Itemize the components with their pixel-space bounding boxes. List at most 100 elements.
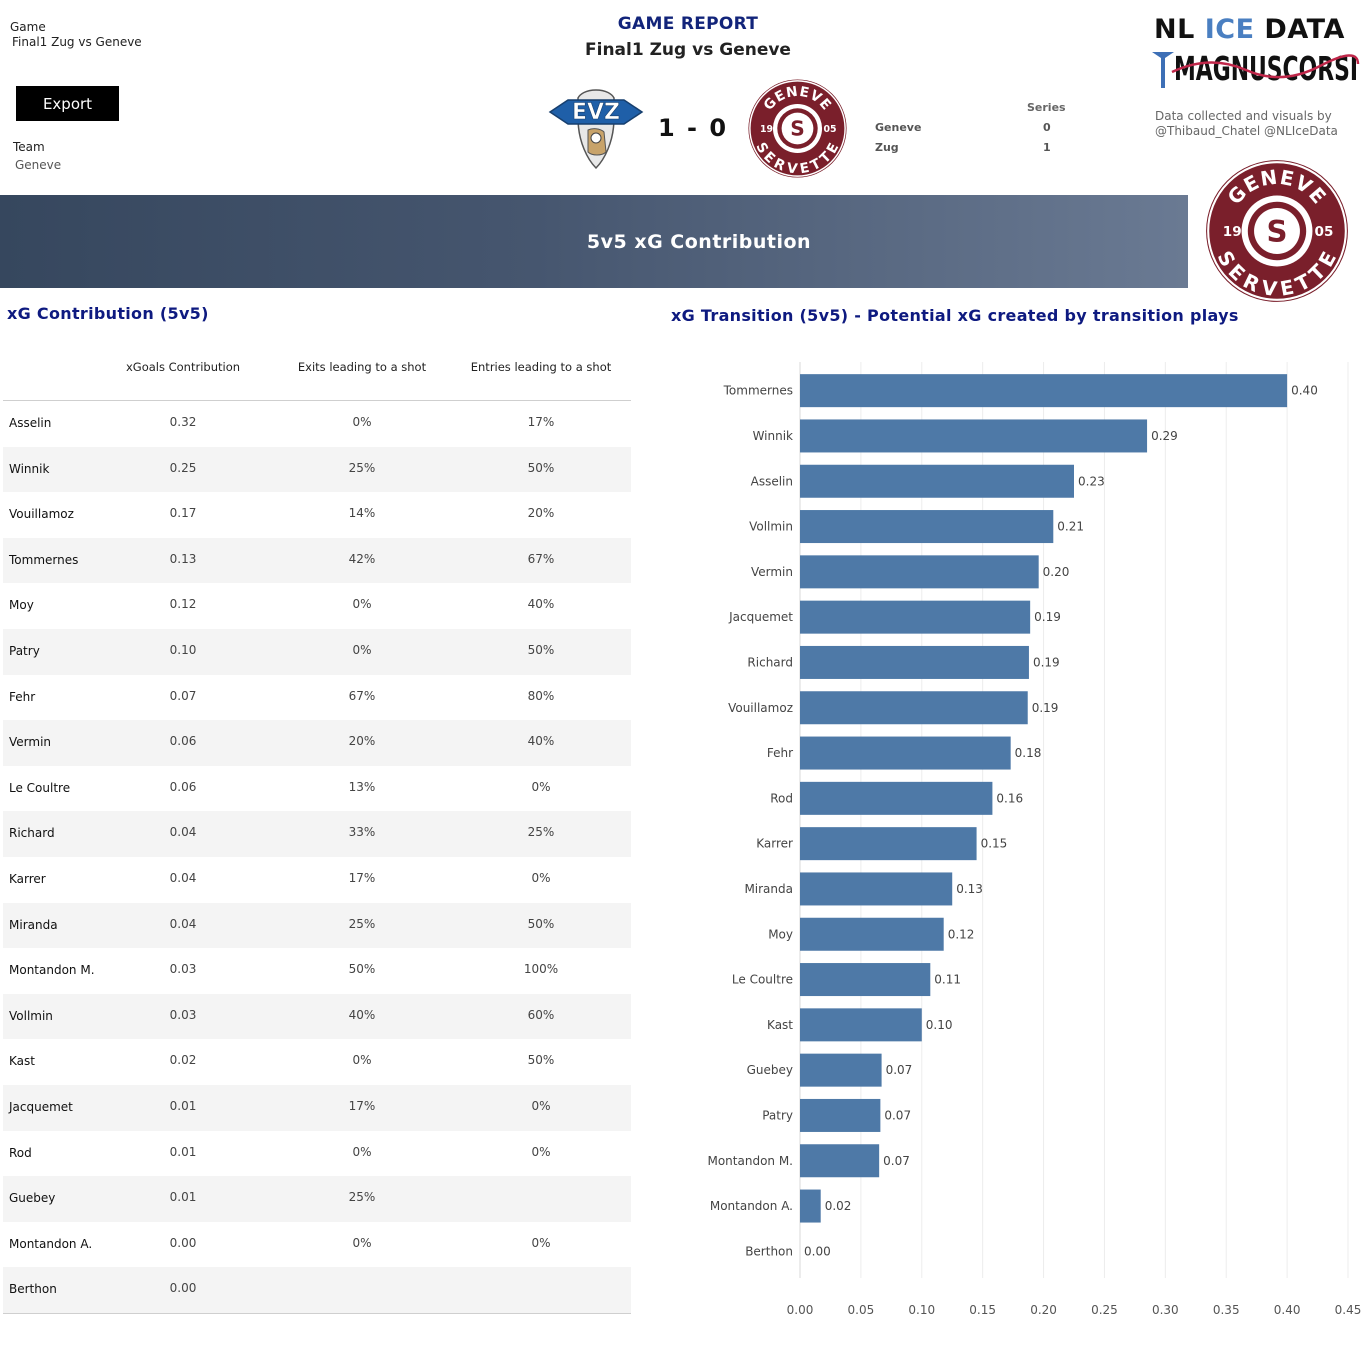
table-row: Jacquemet 0.01 17% 0% bbox=[3, 1084, 631, 1131]
table-row: Vouillamoz 0.17 14% 20% bbox=[3, 492, 631, 538]
table-row: Rod 0.01 0% 0% bbox=[3, 1131, 631, 1177]
y-tick-label: Moy bbox=[768, 927, 793, 941]
bar bbox=[800, 1144, 880, 1178]
exits-cell: 17% bbox=[348, 1098, 376, 1113]
geneve-logo-right-text: 05 bbox=[823, 124, 836, 135]
data-label: 0.19 bbox=[1033, 655, 1060, 669]
xgc-cell: 0.06 bbox=[169, 734, 197, 749]
game-filter-value[interactable]: Final1 Zug vs Geneve bbox=[12, 35, 142, 49]
entries-cell: 0% bbox=[531, 870, 551, 885]
entries-cell: 0% bbox=[531, 1098, 551, 1113]
y-tick-label: Kast bbox=[767, 1018, 793, 1032]
data-label: 0.20 bbox=[1043, 565, 1070, 579]
xgc-cell: 0.07 bbox=[169, 688, 197, 703]
x-tick-label: 0.20 bbox=[1030, 1303, 1057, 1317]
player-cell: Tommernes bbox=[9, 552, 79, 567]
data-label: 0.16 bbox=[996, 791, 1023, 805]
report-title: GAME REPORT bbox=[617, 14, 759, 34]
exits-cell: 0% bbox=[352, 1144, 372, 1159]
entries-cell: 20% bbox=[527, 506, 555, 521]
table-row: Karrer 0.04 17% 0% bbox=[3, 857, 631, 903]
entries-cell: 25% bbox=[527, 825, 555, 840]
player-cell: Richard bbox=[9, 826, 55, 841]
player-cell: Montandon A. bbox=[9, 1236, 93, 1251]
y-tick-label: Tommernes bbox=[723, 384, 793, 398]
team-filter-value[interactable]: Geneve bbox=[15, 158, 62, 172]
player-cell: Le Coultre bbox=[9, 780, 71, 795]
xgc-cell: 0.01 bbox=[169, 1190, 197, 1205]
geneve-logo-left-text: 19 bbox=[760, 124, 773, 135]
section-banner: 5v5 xG Contribution bbox=[0, 195, 1188, 288]
series-team-zug: Zug bbox=[875, 141, 899, 154]
credit-line-2: @Thibaud_Chatel @NLIceData bbox=[1155, 124, 1338, 138]
bar bbox=[800, 419, 1148, 453]
player-cell: Rod bbox=[9, 1145, 32, 1160]
exits-cell: 42% bbox=[348, 551, 376, 566]
exits-cell: 25% bbox=[348, 916, 376, 931]
series-team-geneve: Geneve bbox=[875, 121, 922, 134]
data-label: 0.07 bbox=[883, 1154, 910, 1168]
entries-cell: 60% bbox=[527, 1007, 555, 1022]
export-button[interactable]: Export bbox=[16, 86, 119, 121]
x-tick-label: 0.35 bbox=[1213, 1303, 1240, 1317]
y-tick-label: Jacquemet bbox=[728, 610, 793, 624]
table-header: xGoals Contribution Exits leading to a s… bbox=[3, 345, 631, 401]
xgc-cell: 0.01 bbox=[169, 1144, 197, 1159]
col-header-xgc[interactable]: xGoals Contribution bbox=[125, 360, 241, 374]
bar bbox=[800, 510, 1054, 544]
x-tick-label: 0.10 bbox=[908, 1303, 935, 1317]
bar bbox=[800, 555, 1039, 589]
entries-cell: 67% bbox=[527, 551, 555, 566]
exits-cell: 25% bbox=[348, 460, 376, 475]
data-label: 0.23 bbox=[1078, 474, 1105, 488]
player-cell: Patry bbox=[9, 643, 40, 658]
table-row: Montandon A. 0.00 0% 0% bbox=[3, 1222, 631, 1268]
x-tick-label: 0.40 bbox=[1274, 1303, 1301, 1317]
player-cell: Winnik bbox=[9, 461, 50, 476]
data-label: 0.40 bbox=[1291, 384, 1318, 398]
entries-cell: 50% bbox=[527, 642, 555, 657]
data-label: 0.19 bbox=[1034, 610, 1061, 624]
entries-cell: 17% bbox=[527, 415, 555, 429]
brand-ice-text: ICE bbox=[1204, 14, 1255, 45]
bar bbox=[800, 781, 993, 815]
data-label: 0.10 bbox=[926, 1018, 953, 1032]
data-label: 0.15 bbox=[981, 837, 1008, 851]
table-row: Miranda 0.04 25% 50% bbox=[3, 902, 631, 949]
table-row: Patry 0.10 0% 50% bbox=[3, 628, 631, 675]
player-cell: Vermin bbox=[9, 735, 52, 750]
data-label: 0.21 bbox=[1057, 520, 1084, 534]
table-row: Fehr 0.07 67% 80% bbox=[3, 675, 631, 721]
xg-transition-chart: Tommernes 0.40 Winnik 0.29 Asselin 0.23 Vollmi… bbox=[707, 362, 1361, 1330]
bar bbox=[800, 645, 1029, 679]
game-filter-label: Game bbox=[10, 20, 46, 34]
magnuscorsi-logo-icon: MAGNUSCORSI bbox=[1152, 49, 1360, 88]
table-body: Asselin 0.32 0% 17% Winnik 0.25 25% 50% Vouillam… bbox=[3, 401, 631, 1313]
data-label: 0.12 bbox=[948, 927, 975, 941]
col-header-exits[interactable]: Exits leading to a shot bbox=[297, 360, 427, 374]
x-tick-label: 0.30 bbox=[1152, 1303, 1179, 1317]
exits-cell: 0% bbox=[352, 1053, 372, 1068]
y-tick-label: Richard bbox=[747, 655, 793, 669]
table-row: Tommernes 0.13 42% 67% bbox=[3, 537, 631, 584]
xgc-cell: 0.02 bbox=[169, 1053, 197, 1068]
entries-cell: 80% bbox=[527, 688, 555, 703]
y-tick-label: Rod bbox=[770, 791, 793, 805]
player-cell: Montandon M. bbox=[9, 963, 95, 978]
table-bottom-border bbox=[3, 1312, 631, 1314]
series-value-geneve: 0 bbox=[1043, 121, 1051, 134]
table-row: Kast 0.02 0% 50% bbox=[3, 1039, 631, 1085]
y-tick-label: Winnik bbox=[753, 429, 793, 443]
exits-cell: 17% bbox=[348, 870, 376, 885]
series-heading: Series bbox=[1027, 101, 1066, 114]
exits-cell: 0% bbox=[352, 642, 372, 657]
col-header-entries[interactable]: Entries leading to a shot bbox=[470, 360, 612, 374]
exits-cell: 13% bbox=[348, 779, 376, 794]
table-title: xG Contribution (5v5) bbox=[7, 304, 209, 323]
y-tick-label: Guebey bbox=[747, 1063, 793, 1077]
entries-cell: 100% bbox=[523, 962, 559, 977]
y-tick-label: Montandon M. bbox=[707, 1154, 793, 1168]
y-tick-label: Asselin bbox=[751, 474, 793, 488]
entries-cell: 40% bbox=[527, 734, 555, 749]
data-label: 0.13 bbox=[956, 882, 983, 896]
